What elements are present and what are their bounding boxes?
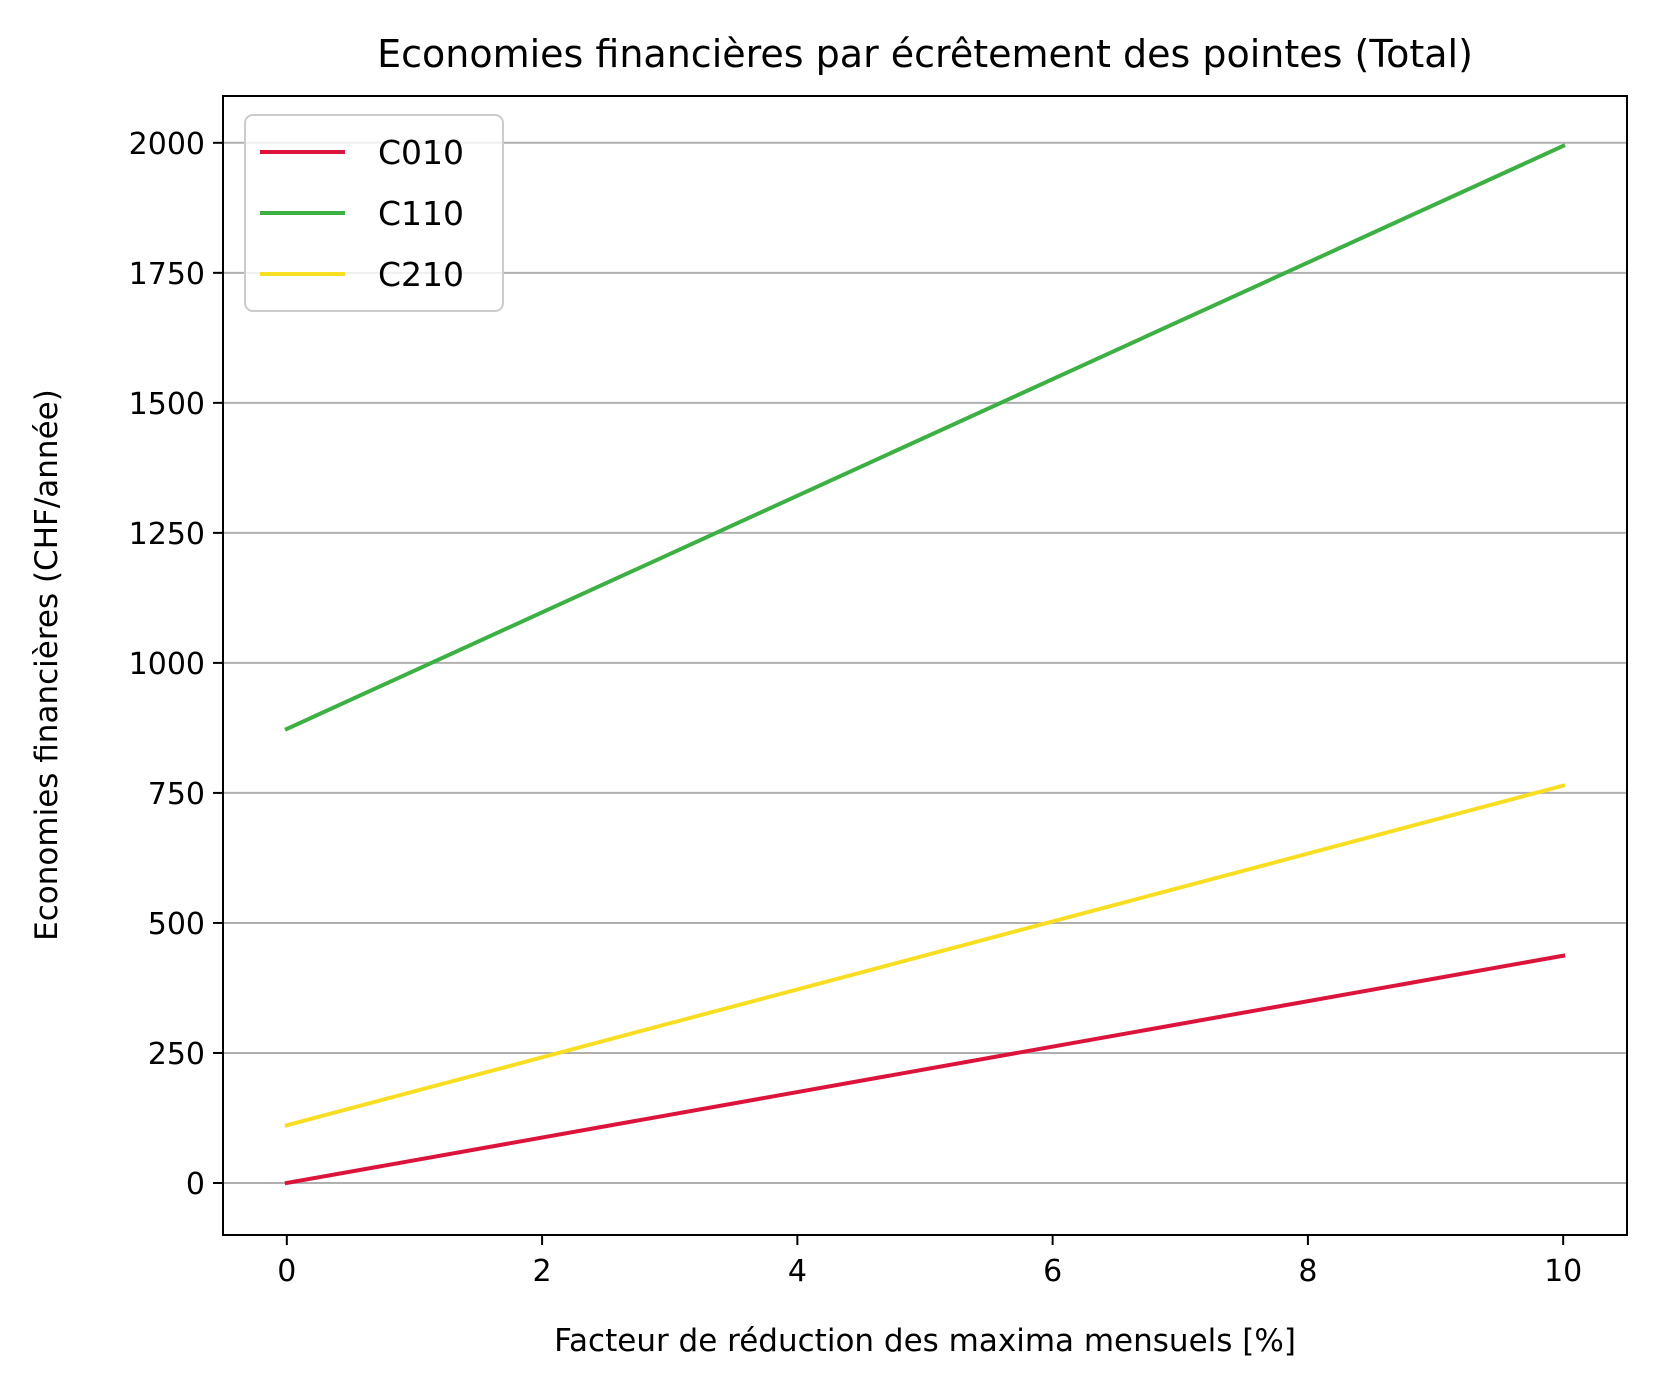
legend-frame bbox=[244, 114, 504, 312]
y-tick-label: 1500 bbox=[129, 387, 205, 422]
x-tick-label: 10 bbox=[1544, 1254, 1582, 1289]
y-axis: 0 250 500 750 1000 1250 1500 1750 2000 bbox=[129, 127, 223, 1202]
legend: C010 C110 C210 bbox=[244, 114, 504, 312]
x-tick-label: 4 bbox=[788, 1254, 807, 1289]
y-tick-label: 1750 bbox=[129, 257, 205, 292]
x-tick-label: 8 bbox=[1298, 1254, 1317, 1289]
y-tick-label: 1250 bbox=[129, 517, 205, 552]
y-tick-label: 250 bbox=[148, 1037, 205, 1072]
series-lines bbox=[284, 143, 1566, 1186]
y-tick-label: 2000 bbox=[129, 127, 205, 162]
legend-label: C110 bbox=[378, 194, 464, 233]
x-tick-label: 0 bbox=[277, 1254, 296, 1289]
y-tick-label: 500 bbox=[148, 907, 205, 942]
plot-frame bbox=[222, 95, 1628, 1236]
x-tick-label: 2 bbox=[533, 1254, 552, 1289]
y-tick-label: 750 bbox=[148, 777, 205, 812]
series-line-c110 bbox=[284, 143, 1566, 732]
legend-label: C210 bbox=[378, 255, 464, 294]
chart-title: Economies financières par écrêtement des… bbox=[377, 32, 1473, 76]
y-tick-label: 1000 bbox=[129, 647, 205, 682]
y-axis-label: Economies financières (CHF/année) bbox=[29, 389, 65, 941]
y-tick-label: 0 bbox=[186, 1167, 205, 1202]
x-axis-label: Facteur de réduction des maxima mensuels… bbox=[554, 1323, 1296, 1359]
legend-label: C010 bbox=[378, 133, 464, 172]
x-tick-label: 6 bbox=[1043, 1254, 1062, 1289]
x-axis: 0 2 4 6 8 10 bbox=[277, 1235, 1582, 1289]
series-line-c010 bbox=[284, 953, 1566, 1186]
series-line-c210 bbox=[284, 783, 1566, 1128]
